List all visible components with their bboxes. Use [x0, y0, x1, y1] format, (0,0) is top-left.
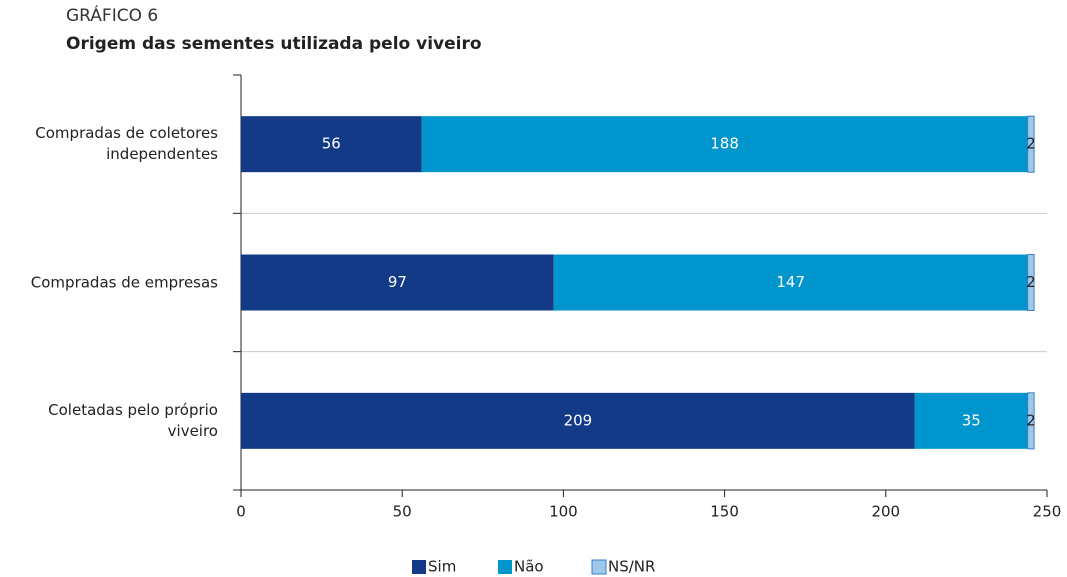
- bar-segment: [241, 254, 554, 311]
- x-tick-label: 0: [236, 503, 246, 521]
- x-tick-label: 50: [393, 503, 412, 521]
- y-tick-label: Compradas de empresas: [30, 273, 218, 291]
- bar-segment: [553, 254, 1028, 311]
- y-tick-label: Coletadas pelo próprio viveiro: [48, 400, 218, 440]
- bar-segment: [1027, 392, 1035, 450]
- data-label: 188: [710, 135, 739, 153]
- data-label: 35: [962, 411, 981, 429]
- x-tick-label: 250: [1033, 503, 1062, 521]
- x-tick-label: 150: [710, 503, 739, 521]
- x-tick-label: 200: [871, 503, 900, 521]
- bar-segment: [241, 392, 915, 449]
- data-label: 209: [564, 411, 593, 429]
- legend-label: Sim: [428, 558, 456, 576]
- bar-segment: [914, 392, 1028, 449]
- y-tick-label: Compradas de coletores independentes: [35, 124, 218, 164]
- bar-segment: [421, 116, 1028, 173]
- legend-swatch: [591, 559, 607, 575]
- data-label: 56: [322, 135, 341, 153]
- data-label: 2: [1026, 273, 1036, 291]
- data-label: 2: [1026, 135, 1036, 153]
- x-tick-label: 100: [549, 503, 578, 521]
- data-label: 147: [776, 273, 805, 291]
- legend-swatch: [498, 560, 512, 574]
- bar-segment: [1027, 115, 1035, 173]
- data-label: 2: [1026, 411, 1036, 429]
- data-label: 97: [388, 273, 407, 291]
- legend-label: Não: [514, 558, 544, 576]
- chart-title: GRÁFICO 6: [66, 4, 158, 26]
- bar-segment: [241, 116, 422, 173]
- chart-subtitle: Origem das sementes utilizada pelo vivei…: [66, 34, 482, 54]
- legend-swatch: [412, 560, 426, 574]
- bar-segment: [1027, 254, 1035, 311]
- legend-label: NS/NR: [608, 558, 655, 576]
